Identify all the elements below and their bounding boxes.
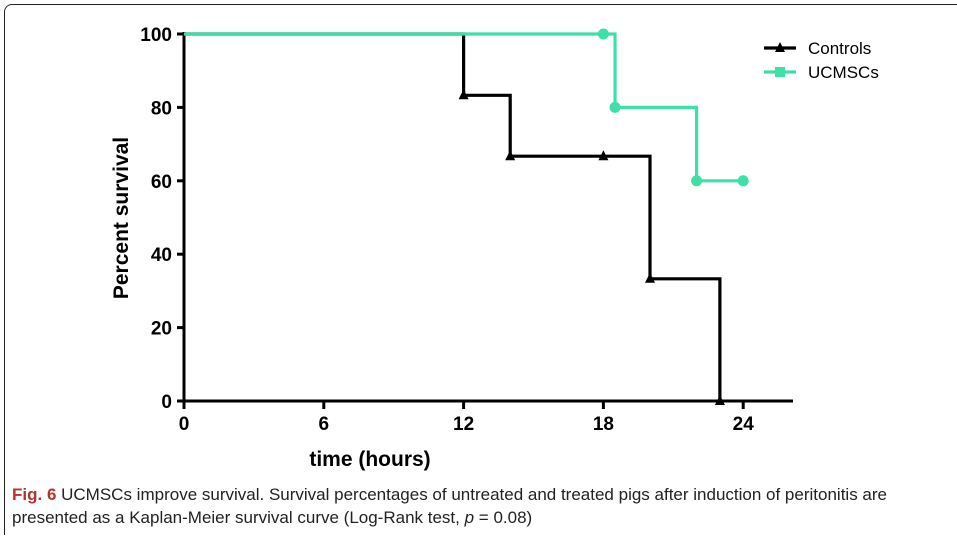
legend-item-controls: Controls [764, 39, 871, 58]
y-tick-label: 80 [151, 98, 172, 119]
series-line-controls [184, 32, 722, 401]
series-line-ucmscs [184, 32, 744, 183]
y-tick-label: 40 [151, 245, 172, 266]
survival-chart: 0 20 40 60 80 100 0 6 12 18 24 Controls UCMSCs time… [110, 25, 879, 471]
series-ucmscs [184, 28, 749, 187]
series-layer [184, 28, 749, 405]
legend-item-ucmscs: UCMSCs [764, 63, 879, 82]
x-tick-label: 24 [733, 414, 755, 435]
legend-label: Controls [808, 39, 871, 58]
caption-p-value: = 0.08) [474, 508, 533, 527]
y-tick-label: 60 [151, 172, 172, 193]
x-tick-label: 12 [453, 414, 474, 435]
p-symbol: p [464, 508, 475, 527]
x-tick-label: 6 [319, 414, 330, 435]
y-tick-label: 0 [161, 392, 172, 413]
data-point-ucmscs [691, 175, 703, 187]
data-point-ucmscs [737, 175, 749, 187]
x-axis-label: time (hours) [309, 448, 430, 471]
legend-marker [775, 67, 785, 77]
x-tick-label: 18 [593, 414, 614, 435]
data-point-controls [645, 272, 655, 283]
data-point-controls [505, 150, 516, 161]
y-tick-label: 100 [140, 25, 172, 46]
data-point-controls [714, 395, 725, 405]
legend-marker [775, 42, 785, 52]
y-axis-label: Percent survival [110, 137, 133, 299]
legend: Controls UCMSCs [764, 39, 879, 82]
data-point-controls [598, 150, 609, 161]
figure-frame [4, 4, 957, 535]
data-point-ucmscs [609, 101, 621, 113]
figure-caption: Fig. 6 UCMSCs improve survival. Survival… [12, 483, 947, 529]
caption-text: UCMSCs improve survival. Survival percen… [12, 485, 887, 527]
y-tick-label: 20 [151, 319, 172, 340]
axes: 0 20 40 60 80 100 0 6 12 18 24 [140, 25, 793, 435]
x-tick-label: 0 [179, 414, 190, 435]
legend-label: UCMSCs [808, 63, 879, 82]
data-point-ucmscs [597, 28, 609, 40]
series-controls [184, 32, 725, 405]
figure-label: Fig. 6 [12, 485, 57, 504]
data-point-controls [458, 89, 469, 100]
